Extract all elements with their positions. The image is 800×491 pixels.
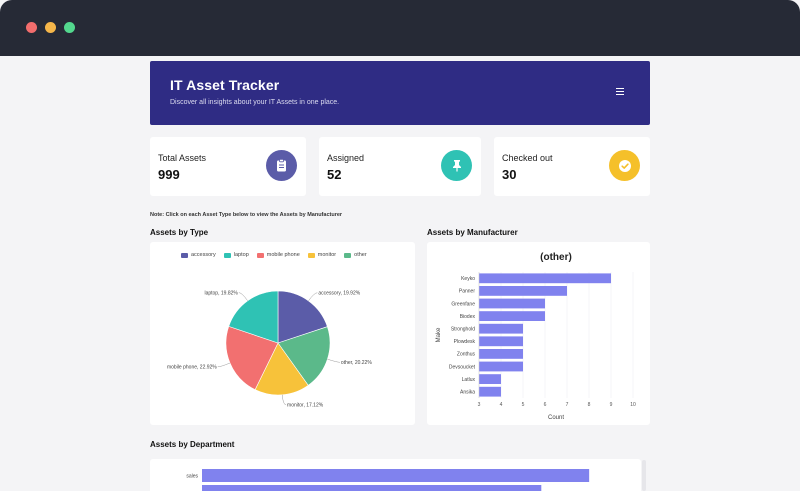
x-tick-label: 7 — [566, 402, 569, 408]
y-tick-label: Plowdesk — [454, 339, 476, 345]
pie-label-leader — [238, 292, 248, 301]
checked-out-card: Checked out 30 — [494, 137, 650, 196]
pie-label-leader — [308, 292, 318, 302]
bar-stronghold[interactable] — [479, 323, 523, 334]
pie-slice-accessory[interactable] — [277, 290, 328, 344]
department-scrollbar[interactable] — [642, 460, 646, 491]
close-window-button[interactable] — [26, 22, 37, 33]
bar-panner[interactable] — [479, 286, 567, 296]
x-tick-label: 4 — [500, 402, 503, 408]
legend-item-monitor[interactable]: monitor — [307, 252, 337, 258]
total-assets-card: Total Assets 999 — [150, 137, 306, 196]
legend-label: laptop — [233, 252, 249, 258]
y-tick-label: Stronghold — [451, 327, 475, 333]
legend-label: mobile phone — [266, 252, 300, 258]
pie-slice-label: accessory, 19.92% — [318, 291, 360, 297]
card-label: Total Assets — [158, 153, 207, 163]
window-titlebar — [0, 0, 800, 56]
bar-keyko[interactable] — [479, 273, 611, 284]
legend-swatch — [223, 252, 231, 258]
legend-swatch — [256, 252, 264, 258]
pie-label-leader — [327, 358, 340, 363]
y-tick-label: Keyko — [461, 276, 475, 282]
legend-label: other — [354, 252, 367, 258]
y-axis-label: Make — [436, 327, 442, 342]
y-tick-label: Latlux — [462, 377, 476, 383]
bar-latlux[interactable] — [479, 374, 501, 384]
department-bar-next[interactable] — [202, 485, 542, 491]
bar-biodex[interactable] — [479, 311, 545, 321]
manufacturer-chart-title: (other) — [540, 252, 572, 263]
legend-swatch — [307, 252, 315, 258]
pie-slice-label: monitor, 17.12% — [287, 403, 324, 409]
bar-zonthus[interactable] — [479, 349, 523, 359]
legend-item-mobile-phone[interactable]: mobile phone — [256, 252, 300, 258]
y-tick-label: Zonthus — [457, 352, 476, 358]
x-axis-label: Count — [548, 415, 564, 421]
x-tick-label: 5 — [522, 402, 525, 408]
legend-label: monitor — [317, 252, 337, 258]
pie-slice-label: other, 20.22% — [341, 360, 372, 366]
bar-devsoucket[interactable] — [479, 361, 523, 372]
x-tick-label: 8 — [588, 402, 591, 408]
pie-slice-monitor[interactable] — [254, 342, 309, 396]
check-icon — [609, 150, 640, 181]
pie-slice-label: mobile phone, 22.92% — [167, 365, 217, 371]
bar-plowdesk[interactable] — [479, 336, 523, 347]
y-tick-label: Biodex — [460, 314, 476, 320]
card-value: 999 — [158, 167, 180, 182]
assets-by-department-bar-chart: sales — [186, 469, 590, 491]
assigned-card: Assigned 52 — [319, 137, 481, 196]
x-tick-label: 6 — [544, 402, 547, 408]
pie-slice-mobile-phone[interactable] — [225, 325, 279, 391]
assets-by-type-pie-chart: accessory, 19.92% other, 20.22% monitor, 1… — [167, 290, 372, 409]
page-subtitle: Discover all insights about your IT Asse… — [170, 99, 340, 106]
y-tick-label: Devsoucket — [449, 364, 476, 370]
card-value: 30 — [502, 167, 517, 182]
y-tick-label: Greenfane — [451, 301, 475, 307]
y-tick-label: Ansika — [460, 390, 475, 396]
assets-by-department-heading: Assets by Department — [150, 440, 235, 449]
legend-item-other[interactable]: other — [344, 252, 367, 258]
legend-swatch — [181, 252, 188, 258]
x-tick-label: 9 — [610, 402, 613, 408]
pin-icon — [441, 150, 472, 181]
assets-by-manufacturer-heading: Assets by Manufacturer — [427, 228, 518, 237]
y-tick-label: Panner — [459, 289, 475, 295]
assets-by-type-heading: Assets by Type — [150, 228, 209, 237]
pie-slice-label: laptop, 19.82% — [204, 290, 238, 296]
minimize-window-button[interactable] — [45, 22, 56, 33]
x-tick-label: 3 — [478, 402, 481, 408]
header-banner: IT Asset Tracker Discover all insights a… — [150, 61, 650, 125]
x-tick-label: 10 — [630, 402, 636, 408]
bar-greenfane[interactable] — [479, 298, 545, 309]
card-label: Checked out — [502, 153, 553, 163]
pie-label-leader — [217, 362, 231, 368]
assets-by-manufacturer-bar-chart: (other) 3 4 5 6 7 8 9 10 Keyko Panner Greenfane Biod… — [436, 252, 636, 421]
legend-item-laptop[interactable]: laptop — [223, 252, 249, 258]
card-value: 52 — [327, 167, 342, 182]
card-label: Assigned — [327, 153, 365, 163]
pie-slice-other[interactable] — [277, 326, 331, 386]
maximize-window-button[interactable] — [64, 22, 75, 33]
clipboard-icon — [266, 150, 297, 181]
pie-legend: accessory laptop mobile phone monitor ot… — [181, 252, 367, 258]
pie-slice-laptop[interactable] — [228, 290, 279, 344]
instruction-note: Note: Click on each Asset Type below to … — [150, 212, 343, 218]
legend-item-accessory[interactable]: accessory — [181, 252, 216, 258]
hamburger-menu-icon[interactable] — [614, 86, 626, 98]
legend-label: accessory — [191, 252, 216, 258]
bar-ansika[interactable] — [479, 386, 501, 397]
page-title: IT Asset Tracker — [170, 77, 280, 93]
assets-by-manufacturer-panel — [427, 242, 650, 425]
department-bar-sales[interactable] — [202, 469, 590, 482]
pie-label-leader — [281, 394, 287, 406]
y-tick-label: sales — [186, 474, 198, 480]
legend-swatch — [344, 252, 352, 258]
